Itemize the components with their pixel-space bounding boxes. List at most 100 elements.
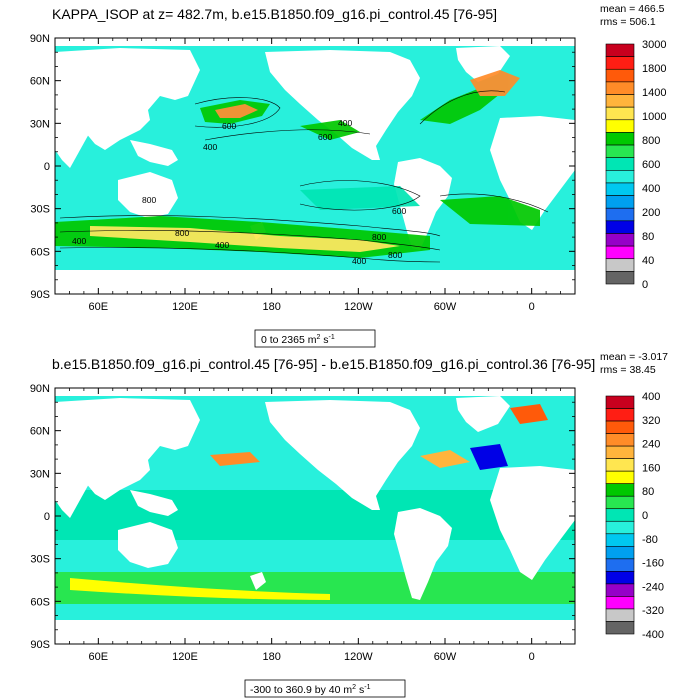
colorbar-label: 160 [642, 462, 660, 474]
colorbar-label: 3000 [642, 39, 666, 51]
band-gulfstream [420, 88, 500, 124]
contour-2 [59, 230, 441, 251]
land-antarctica [55, 620, 575, 644]
contour-label: 400 [215, 240, 229, 250]
colorbar-label: 80 [642, 231, 654, 243]
land-se-asia [130, 490, 178, 516]
land-eurasia [55, 48, 200, 150]
land-south-america [394, 158, 452, 250]
colorbar-swatch [605, 395, 635, 409]
contour-label: 800 [142, 195, 156, 205]
range-label-bottom: -300 to 360.9 by 40 m2 s-1 [250, 684, 371, 696]
x-tick-label: 120E [172, 651, 198, 663]
colorbar-label: 800 [642, 135, 660, 147]
colorbar-swatch [605, 220, 635, 234]
contour-label: 800 [388, 250, 402, 260]
x-tick-label: 60W [434, 301, 457, 313]
colorbar-label: 1400 [642, 87, 666, 99]
x-tick-label: 180 [262, 651, 280, 663]
colorbar-swatch [605, 170, 635, 184]
colorbar-swatch [605, 207, 635, 222]
band-diff-labrador [510, 404, 548, 424]
band-diff-gulfstream [420, 450, 470, 468]
colorbar-swatch [605, 470, 635, 484]
y-tick-label: 90S [30, 289, 50, 301]
y-tick-label: 60S [30, 596, 50, 608]
colorbar-swatch [605, 233, 635, 247]
band-labrador [470, 70, 520, 96]
panel-top-title: KAPPA_ISOP at z= 482.7m, b.e15.B1850.f09… [52, 6, 497, 22]
colorbar-swatch [605, 119, 635, 133]
contour-label: 400 [352, 256, 366, 266]
map-bottom [55, 388, 575, 644]
contour-label: 400 [338, 118, 352, 128]
colorbar-swatch [605, 445, 635, 459]
x-tick-label: 120W [344, 651, 373, 663]
x-tick-label: 0 [529, 651, 535, 663]
land-india [55, 455, 90, 518]
band-south-pacific [300, 186, 420, 210]
colorbar-swatch [605, 520, 635, 535]
contour-label: 800 [372, 232, 386, 242]
band-south-atlantic [440, 196, 540, 226]
colorbar-swatch [605, 621, 635, 635]
contour-8 [439, 193, 549, 213]
colorbar-label: 400 [642, 391, 660, 403]
axis-top: 90N 60N 30N 0 30S 60S 90S 60E 120E 180 120W 60W 0 [30, 33, 576, 313]
colorbar-swatch [605, 408, 635, 422]
colorbar-swatch [605, 495, 635, 510]
band-diff-atl-neg [470, 444, 508, 470]
contour-6 [419, 90, 506, 125]
x-tick-label: 120W [344, 301, 373, 313]
band-diff-south-core [70, 578, 330, 600]
panel-bottom: b.e15.B1850.f09_g16.pi_control.45 [76-95… [30, 351, 668, 698]
x-tick-label: 180 [262, 301, 280, 313]
y-tick-label: 0 [44, 161, 50, 173]
colorbar-swatch [605, 245, 635, 260]
colorbar-swatch [605, 182, 635, 196]
land-north-america [265, 400, 420, 510]
range-box-top [254, 329, 376, 348]
panel-bottom-title: b.e15.B1850.f09_g16.pi_control.45 [76-95… [52, 356, 595, 372]
y-tick-label: 30N [30, 118, 50, 130]
panel-top: KAPPA_ISOP at z= 482.7m, b.e15.B1850.f09… [30, 3, 666, 348]
x-tick-label: 60E [89, 651, 109, 663]
x-tick-label: 120E [172, 301, 198, 313]
colorbar-swatch [605, 458, 635, 472]
y-tick-label: 30N [30, 468, 50, 480]
colorbar-label: 1000 [642, 111, 666, 123]
contour-label: 400 [72, 236, 86, 246]
contour-7 [299, 180, 421, 211]
colorbar-swatch [605, 43, 635, 57]
band-diff-kuroshio [210, 452, 260, 466]
colorbar-label: -320 [642, 605, 664, 617]
colorbar-label: 320 [642, 415, 660, 427]
colorbar-swatch [605, 583, 635, 597]
x-tick-label: 60W [434, 651, 457, 663]
band-kuroshio-core [215, 104, 258, 118]
land-australia [118, 522, 178, 568]
colorbar-swatch [605, 94, 635, 108]
colorbar-label: 200 [642, 207, 660, 219]
colorbar-swatch [605, 596, 635, 610]
contour-label: 600 [392, 206, 406, 216]
y-tick-label: 60N [30, 426, 50, 438]
colorbar-swatch [605, 144, 635, 158]
panel-bottom-stat-rms: rms = 38.45 [600, 364, 656, 376]
colorbar-swatch [605, 571, 635, 585]
land-se-asia [130, 140, 178, 166]
colorbar-label: 600 [642, 159, 660, 171]
colorbar-swatch [605, 483, 635, 497]
y-tick-label: 90N [30, 383, 50, 395]
range-box-bottom [244, 679, 406, 698]
colorbar-label: 80 [642, 486, 654, 498]
y-tick-label: 60S [30, 246, 50, 258]
y-tick-label: 90N [30, 33, 50, 45]
band-acc-core [90, 226, 400, 252]
colorbar-swatch [605, 608, 635, 622]
land-greenland [456, 396, 510, 432]
colorbar-label: -400 [642, 629, 664, 641]
contours-top [59, 90, 549, 263]
map-top: 600 400 600 400 800 400 600 800 400 800 … [55, 38, 575, 294]
contour-label: 800 [175, 228, 189, 238]
